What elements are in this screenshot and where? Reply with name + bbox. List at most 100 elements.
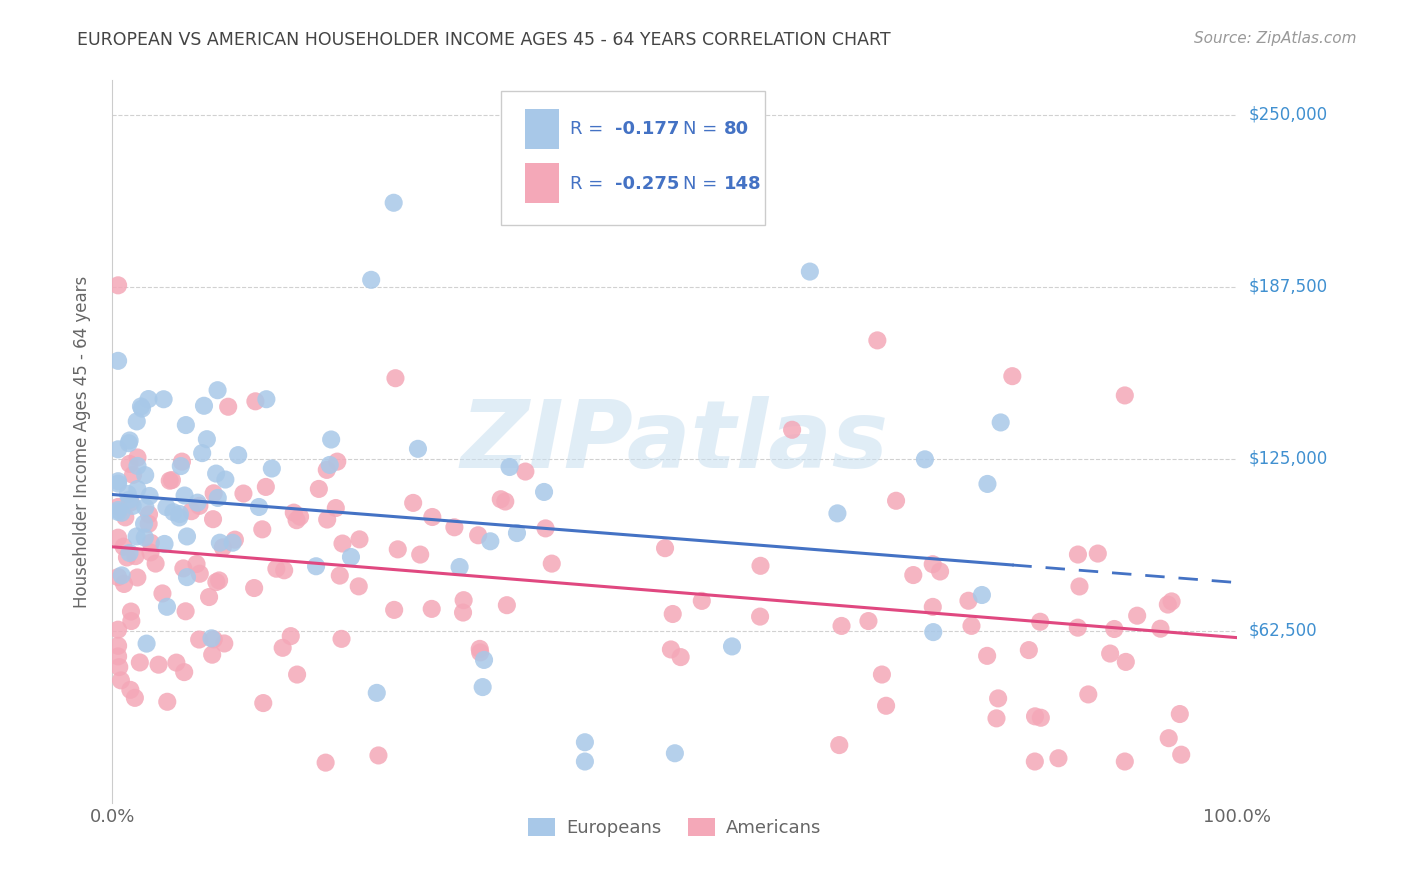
Point — [107, 531, 129, 545]
Point — [118, 492, 141, 507]
Point — [349, 533, 371, 547]
Point — [914, 452, 936, 467]
Text: 148: 148 — [724, 175, 762, 193]
Point — [117, 487, 139, 501]
Point — [986, 711, 1008, 725]
Point — [367, 748, 389, 763]
Point — [1149, 622, 1171, 636]
Point — [224, 533, 246, 547]
Point — [496, 598, 519, 612]
Point — [903, 568, 925, 582]
Point — [155, 500, 177, 514]
Point — [382, 195, 405, 210]
Point — [176, 529, 198, 543]
Text: EUROPEAN VS AMERICAN HOUSEHOLDER INCOME AGES 45 - 64 YEARS CORRELATION CHART: EUROPEAN VS AMERICAN HOUSEHOLDER INCOME … — [77, 31, 891, 49]
Point — [471, 680, 494, 694]
Point — [288, 509, 311, 524]
Text: -0.275: -0.275 — [616, 175, 679, 193]
Point — [325, 501, 347, 516]
Point — [127, 450, 149, 465]
Point — [129, 400, 152, 414]
Point — [382, 603, 405, 617]
Point — [1170, 747, 1192, 762]
Point — [167, 510, 190, 524]
Point — [533, 485, 555, 500]
Text: N =: N = — [683, 120, 723, 138]
Point — [112, 577, 135, 591]
Point — [1069, 579, 1091, 593]
Point — [540, 557, 562, 571]
Point — [1157, 598, 1180, 612]
Point — [921, 558, 943, 572]
Point — [470, 645, 492, 659]
Point — [107, 570, 129, 584]
Point — [326, 455, 349, 469]
Point — [107, 474, 129, 488]
Point — [472, 653, 495, 667]
Point — [1087, 547, 1109, 561]
Point — [1115, 655, 1137, 669]
Point — [110, 673, 132, 688]
Point — [107, 623, 129, 637]
Point — [127, 458, 149, 473]
Point — [221, 535, 243, 549]
Point — [134, 531, 156, 545]
Point — [479, 534, 502, 549]
Point — [976, 648, 998, 663]
Point — [169, 507, 191, 521]
Point — [669, 650, 692, 665]
Point — [138, 392, 160, 406]
Point — [1024, 755, 1046, 769]
Point — [494, 494, 516, 508]
Point — [124, 549, 146, 563]
Point — [402, 496, 425, 510]
Text: Source: ZipAtlas.com: Source: ZipAtlas.com — [1194, 31, 1357, 46]
Point — [132, 516, 155, 531]
Point — [451, 606, 474, 620]
Point — [118, 434, 141, 448]
Point — [330, 632, 353, 646]
Point — [107, 503, 129, 517]
Point — [574, 735, 596, 749]
Point — [110, 506, 132, 520]
Point — [574, 755, 596, 769]
FancyBboxPatch shape — [526, 163, 560, 203]
Point — [960, 619, 983, 633]
Point — [254, 480, 277, 494]
Point — [1114, 388, 1136, 402]
Y-axis label: Householder Income Ages 45 - 64 years: Householder Income Ages 45 - 64 years — [73, 276, 91, 607]
Point — [827, 507, 849, 521]
Point — [449, 560, 471, 574]
Point — [749, 558, 772, 573]
Point — [1067, 621, 1090, 635]
Point — [252, 696, 274, 710]
Point — [170, 459, 193, 474]
Point — [159, 474, 181, 488]
Point — [409, 548, 432, 562]
Point — [1077, 688, 1099, 702]
Point — [111, 568, 134, 582]
Point — [315, 463, 337, 477]
Point — [489, 492, 512, 507]
Point — [121, 499, 143, 513]
FancyBboxPatch shape — [526, 109, 560, 149]
Point — [316, 512, 339, 526]
Point — [1099, 647, 1122, 661]
Point — [127, 482, 149, 496]
Point — [160, 473, 183, 487]
Point — [176, 570, 198, 584]
Point — [1067, 548, 1090, 562]
FancyBboxPatch shape — [501, 91, 765, 225]
Point — [208, 574, 231, 588]
Point — [115, 550, 138, 565]
Text: $250,000: $250,000 — [1249, 105, 1327, 124]
Point — [125, 414, 148, 428]
Point — [134, 468, 156, 483]
Point — [1126, 608, 1149, 623]
Point — [922, 625, 945, 640]
Point — [108, 660, 131, 674]
Point — [1018, 643, 1040, 657]
Point — [156, 695, 179, 709]
Point — [664, 746, 686, 760]
Point — [131, 401, 153, 416]
